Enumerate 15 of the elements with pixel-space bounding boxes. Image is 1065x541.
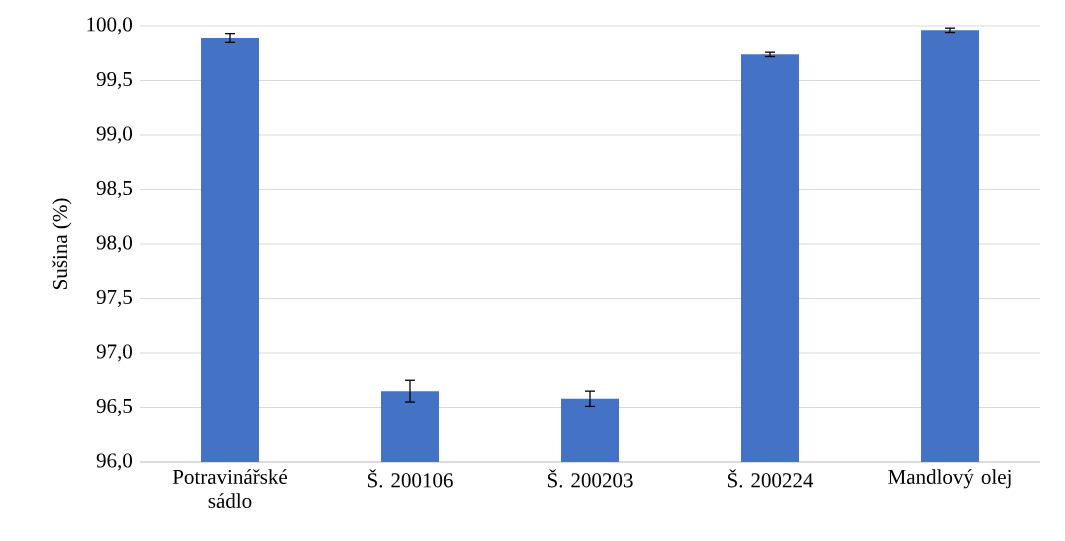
x-tick-label: Potravinářské sádlo <box>172 469 288 509</box>
x-tick-label: Š. 200203 <box>547 469 633 488</box>
y-tick-label: 96,5 <box>96 398 132 417</box>
y-tick-label: 96,0 <box>96 453 133 471</box>
y-tick-label: 98,5 <box>96 180 132 199</box>
x-tick-label: Mandlový olej <box>888 469 1011 489</box>
y-axis-title: Sušina (%) <box>52 198 72 289</box>
y-tick-label: 98,0 <box>96 235 133 253</box>
y-tick-label: 99,0 <box>96 126 133 144</box>
y-tick-label: 97,5 <box>96 289 132 308</box>
y-tick-label: 99,5 <box>96 71 132 90</box>
x-tick-label: Š. 200106 <box>367 469 453 488</box>
y-tick-label: 100,0 <box>87 17 133 35</box>
x-tick-label: Š. 200224 <box>727 469 814 488</box>
y-tick-label: 97,0 <box>96 344 133 362</box>
